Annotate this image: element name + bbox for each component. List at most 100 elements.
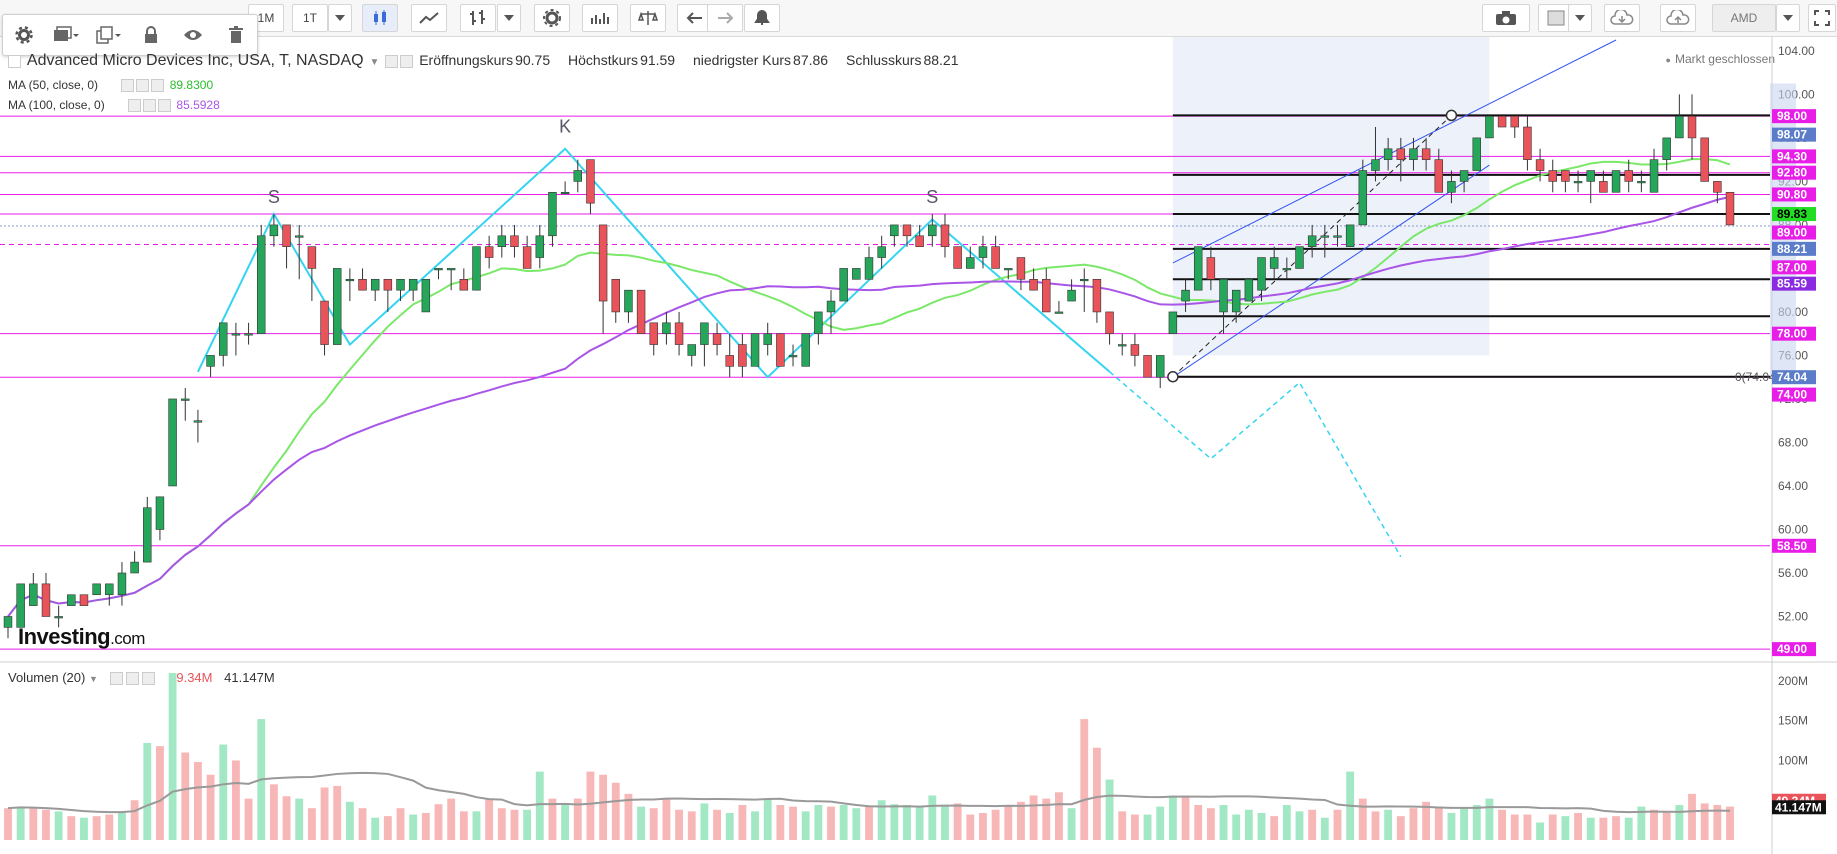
candle xyxy=(940,214,950,258)
candle xyxy=(738,333,747,378)
volume-bar xyxy=(497,808,506,840)
candle-body xyxy=(1662,137,1671,160)
legend-settings-icon[interactable] xyxy=(385,54,399,68)
layout-dropdown-icon[interactable] xyxy=(1568,4,1592,32)
candle-body xyxy=(1016,257,1026,280)
volume-bar xyxy=(700,803,709,840)
volume-bar xyxy=(1384,809,1393,840)
drawing-settings-gear-icon[interactable] xyxy=(8,19,40,51)
cloud-upload-icon[interactable] xyxy=(1660,4,1696,32)
candle xyxy=(1345,224,1355,247)
volume-bar xyxy=(1029,795,1038,840)
candle-body xyxy=(155,496,165,530)
candle xyxy=(193,409,203,443)
candle xyxy=(535,224,545,269)
compare-scale-icon[interactable] xyxy=(630,4,666,32)
volume-bar xyxy=(4,808,12,840)
candle-body xyxy=(332,268,342,345)
volume-bar xyxy=(915,806,924,840)
volume-remove-icon[interactable] xyxy=(141,672,155,686)
price-tag-label: 78.00 xyxy=(1777,327,1807,341)
ma50-legend: MA (50, close, 0) 89.8300 xyxy=(8,78,215,93)
volume-bar xyxy=(1181,795,1190,840)
line-chart-icon[interactable] xyxy=(411,4,447,32)
lock-icon[interactable] xyxy=(135,19,167,51)
volume-bar xyxy=(472,811,481,840)
volume-bar xyxy=(877,800,886,840)
settings-gear-icon[interactable] xyxy=(534,4,570,32)
volume-bar xyxy=(333,785,342,840)
candle-body xyxy=(396,278,405,291)
candle xyxy=(79,594,89,606)
ma50-visibility-icon[interactable] xyxy=(136,79,150,93)
volume-bar xyxy=(624,793,633,840)
volume-bar xyxy=(1396,816,1405,840)
price-tag-bg xyxy=(1772,642,1816,657)
volume-bar xyxy=(839,805,848,840)
legend-collapse-icon[interactable] xyxy=(8,54,21,68)
candle xyxy=(674,311,684,356)
candle-body xyxy=(1004,268,1013,271)
candle xyxy=(864,246,874,280)
bars-dropdown-icon[interactable] xyxy=(497,4,521,32)
candle-body xyxy=(29,583,38,606)
price-tag-label: 94.30 xyxy=(1777,149,1807,163)
candle-body xyxy=(1320,235,1330,238)
candle xyxy=(1295,246,1304,269)
price-tag: 74.04 xyxy=(1772,370,1816,385)
symbol-dropdown-icon[interactable] xyxy=(1776,4,1800,32)
volume-bar xyxy=(523,809,532,840)
price-tick-label: 104.00 xyxy=(1778,44,1815,58)
symbol-field[interactable]: AMD xyxy=(1712,4,1776,32)
volume-dropdown-icon[interactable]: ▼ xyxy=(88,674,98,684)
candle-body xyxy=(890,224,899,237)
fullscreen-icon[interactable] xyxy=(1808,4,1836,32)
price-chart[interactable]: 104.00100.0096.0092.0088.0084.0080.0076.… xyxy=(0,37,1837,854)
candle xyxy=(598,224,608,334)
visibility-eye-icon[interactable] xyxy=(177,19,209,51)
volume-bar xyxy=(1523,814,1532,840)
interval-1t-button[interactable]: 1T xyxy=(292,4,328,32)
candle xyxy=(29,572,38,606)
title-dropdown-icon[interactable]: ▼ xyxy=(369,57,380,68)
ma100-visibility-icon[interactable] xyxy=(143,99,157,113)
price-tag-bg xyxy=(1772,225,1816,240)
market-status: Markt geschlossen xyxy=(1666,52,1775,66)
indicators-icon[interactable] xyxy=(582,4,618,32)
bars-icon[interactable] xyxy=(460,4,496,32)
layers-icon[interactable] xyxy=(50,19,82,51)
candle-body xyxy=(598,224,608,302)
volume-bar xyxy=(890,804,899,840)
candle-body xyxy=(1624,170,1633,182)
pattern-projection xyxy=(1109,371,1402,558)
redo-icon[interactable] xyxy=(707,4,743,32)
cloud-download-icon[interactable] xyxy=(1604,4,1640,32)
candle xyxy=(1016,257,1026,291)
candle xyxy=(143,496,152,563)
candlestick-type-icon[interactable] xyxy=(362,4,398,32)
volume-visibility-icon[interactable] xyxy=(125,672,139,686)
candle xyxy=(890,224,899,247)
volume-bar xyxy=(295,798,304,840)
candle xyxy=(1624,159,1633,193)
ma50-settings-icon[interactable] xyxy=(121,79,135,93)
legend-settings-icon-2[interactable] xyxy=(400,54,414,68)
volume-settings-icon[interactable] xyxy=(109,672,123,686)
ma100-remove-icon[interactable] xyxy=(158,99,172,113)
volume-bar xyxy=(675,809,683,840)
candle-body xyxy=(1700,137,1709,182)
candle xyxy=(852,268,861,280)
volume-bar xyxy=(105,814,114,840)
alert-bell-icon[interactable] xyxy=(744,4,780,32)
ma100-settings-icon[interactable] xyxy=(128,99,142,113)
price-tag-bg xyxy=(1772,241,1816,256)
interval-dropdown-icon[interactable] xyxy=(328,4,352,32)
candle-body xyxy=(358,278,367,291)
clone-icon[interactable] xyxy=(93,19,125,51)
ma50-remove-icon[interactable] xyxy=(151,79,165,93)
candle xyxy=(1358,159,1368,226)
camera-icon[interactable] xyxy=(1482,4,1530,32)
candle xyxy=(1409,137,1418,171)
candle-body xyxy=(219,322,228,356)
trash-icon[interactable] xyxy=(220,19,252,51)
